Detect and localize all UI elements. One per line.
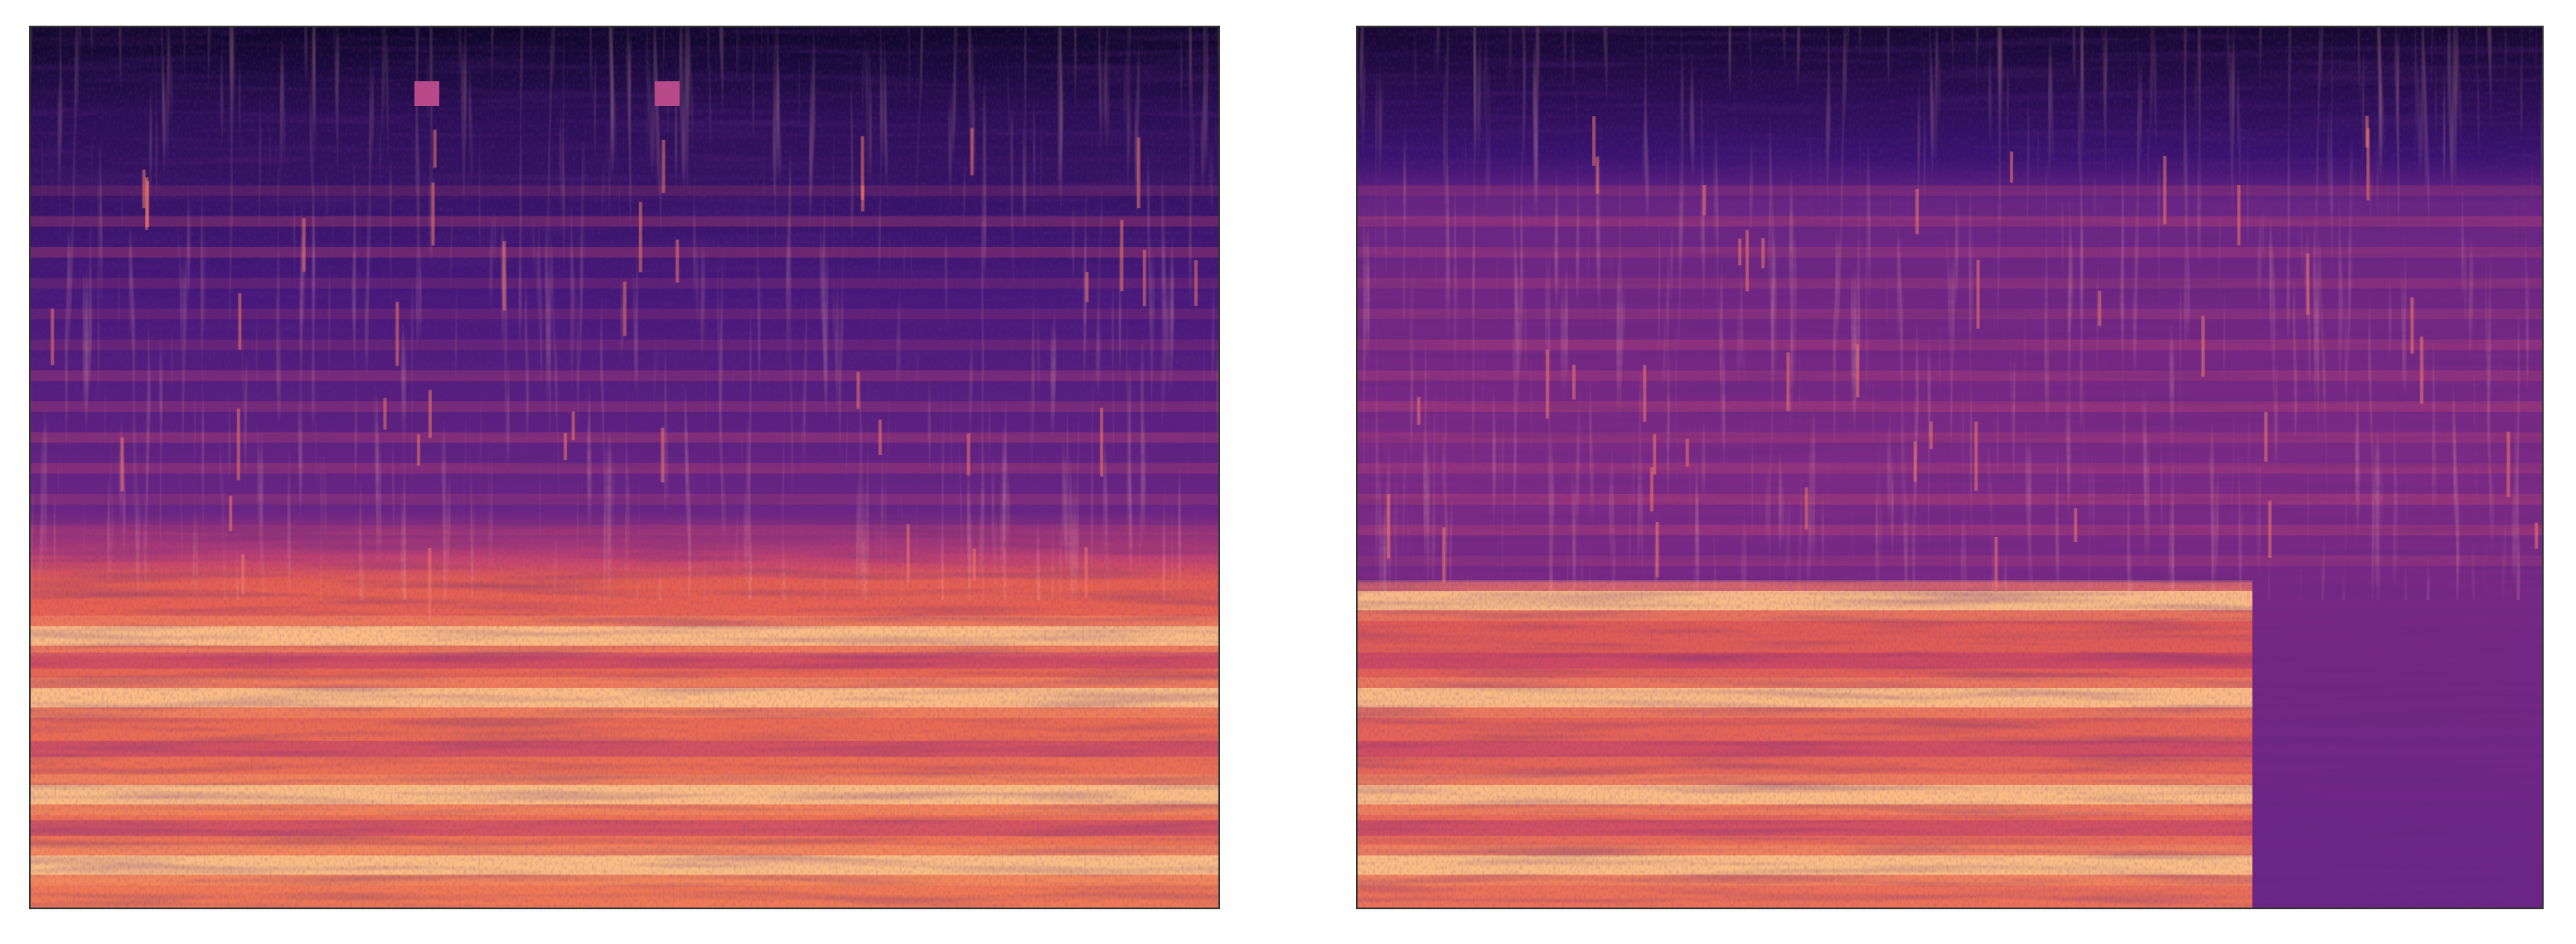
streak (2506, 431, 2511, 498)
streak (1685, 438, 1689, 467)
streak (675, 240, 680, 283)
streak (966, 433, 971, 476)
streak (906, 524, 910, 583)
streak (428, 547, 432, 620)
spectrogram (1357, 27, 2543, 908)
streak (1738, 238, 1742, 266)
streak (2264, 412, 2268, 462)
marker (414, 81, 439, 106)
streak (2268, 501, 2272, 558)
streak (1745, 230, 1749, 292)
frame (29, 26, 1220, 909)
streak (1194, 259, 1198, 307)
grain (1357, 27, 2543, 908)
streak (1655, 521, 1659, 578)
streak (860, 136, 864, 201)
streak (972, 548, 976, 581)
streak (622, 281, 627, 336)
streak (428, 390, 432, 438)
streak (1994, 537, 1998, 593)
streak (1120, 220, 1124, 292)
streak (2366, 128, 2370, 201)
streak (51, 308, 55, 365)
streak (2009, 151, 2013, 183)
streak (142, 169, 146, 209)
streak (1913, 441, 1917, 482)
streak (1974, 421, 1978, 491)
frame (1356, 26, 2544, 909)
streak (1643, 365, 1647, 422)
streak (1804, 487, 1809, 530)
streak (2237, 185, 2241, 246)
streak (571, 411, 575, 441)
streak (2306, 253, 2310, 315)
streak (661, 427, 665, 483)
streak (433, 129, 437, 168)
streak (1702, 185, 1707, 215)
streak (2410, 297, 2414, 354)
streak (236, 409, 240, 481)
streak (878, 419, 882, 456)
streak (229, 496, 233, 531)
streak (146, 181, 150, 227)
streak (238, 293, 242, 350)
streak (1100, 407, 1104, 477)
streak (564, 433, 568, 461)
streak (2162, 155, 2167, 225)
streak (2419, 336, 2423, 404)
streak (1786, 352, 1790, 412)
streak (1136, 137, 1140, 209)
streak (2074, 508, 2078, 543)
streak (661, 139, 666, 193)
streak (241, 554, 245, 595)
streak (1856, 344, 1860, 398)
streak (2098, 291, 2102, 327)
streak (383, 398, 387, 430)
streak (1545, 349, 1549, 419)
spectrogram (30, 27, 1219, 908)
spectrograms (29, 26, 2544, 909)
streak (1976, 259, 1980, 329)
streak (1653, 433, 1657, 475)
streak (1416, 396, 1421, 425)
streak (1595, 156, 1600, 194)
streak (860, 185, 864, 212)
streak (1649, 467, 1654, 512)
streak (1085, 272, 1089, 303)
marker (655, 81, 680, 106)
streak (395, 301, 399, 366)
streak (302, 218, 306, 272)
streak (416, 434, 420, 466)
streak (1929, 421, 1933, 449)
streak (1442, 527, 1446, 583)
streak (1915, 188, 1920, 235)
streak (970, 128, 974, 176)
streak (1387, 494, 1391, 559)
streak (431, 182, 435, 246)
streak (1084, 547, 1088, 598)
streak (502, 240, 506, 311)
streak (1592, 116, 1596, 167)
streak (2535, 522, 2539, 549)
streak (856, 371, 860, 409)
grain (30, 27, 1219, 908)
streak (638, 201, 642, 273)
streak (1761, 238, 1765, 269)
streak (120, 437, 124, 491)
streak (2201, 316, 2206, 377)
streak (1142, 249, 1146, 307)
streak (1571, 365, 1576, 400)
